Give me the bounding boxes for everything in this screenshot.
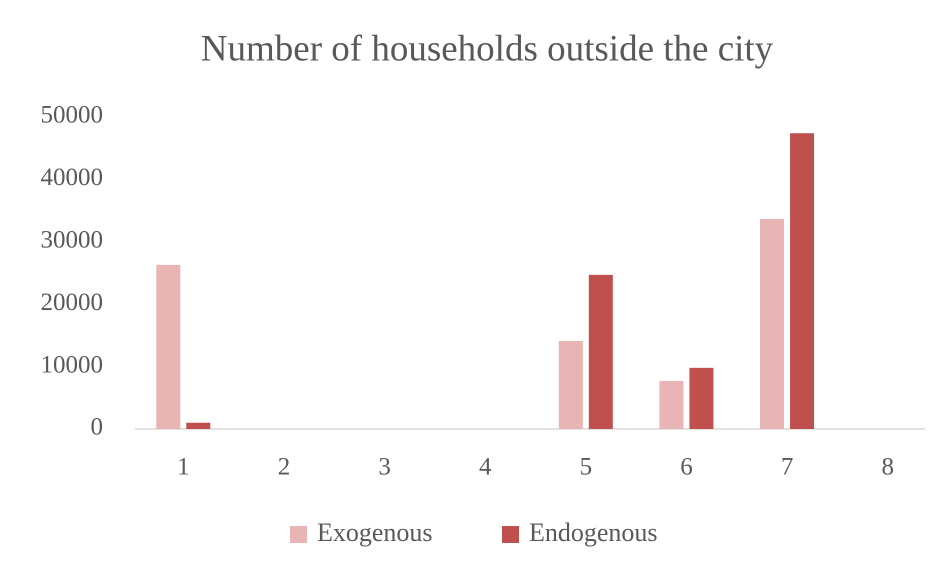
x-tick-label: 3 — [378, 454, 391, 481]
legend-swatch — [290, 526, 307, 543]
x-tick-label: 7 — [781, 454, 794, 481]
bar — [790, 133, 815, 429]
y-tick-label: 20000 — [41, 289, 104, 316]
y-tick-label: 50000 — [41, 102, 104, 129]
x-tick-label: 1 — [177, 454, 190, 481]
x-tick-label: 8 — [881, 454, 894, 481]
x-tick-label: 4 — [479, 454, 492, 481]
legend-label: Endogenous — [529, 518, 658, 547]
bar — [588, 274, 613, 429]
bar — [659, 380, 684, 429]
legend-label: Exogenous — [317, 518, 433, 547]
bar — [760, 219, 785, 429]
y-tick-label: 40000 — [41, 164, 104, 191]
y-tick-label: 10000 — [41, 351, 104, 378]
x-tick-label: 2 — [278, 454, 291, 481]
bar — [558, 341, 583, 429]
y-tick-label: 30000 — [41, 227, 104, 254]
legend-swatch — [502, 526, 519, 543]
x-tick-label: 5 — [580, 454, 593, 481]
bar — [186, 422, 211, 429]
x-tick-label: 6 — [680, 454, 693, 481]
bar — [689, 367, 714, 429]
chart-title: Number of households outside the city — [201, 28, 774, 69]
y-tick-label: 0 — [91, 414, 104, 441]
bar — [156, 264, 181, 429]
